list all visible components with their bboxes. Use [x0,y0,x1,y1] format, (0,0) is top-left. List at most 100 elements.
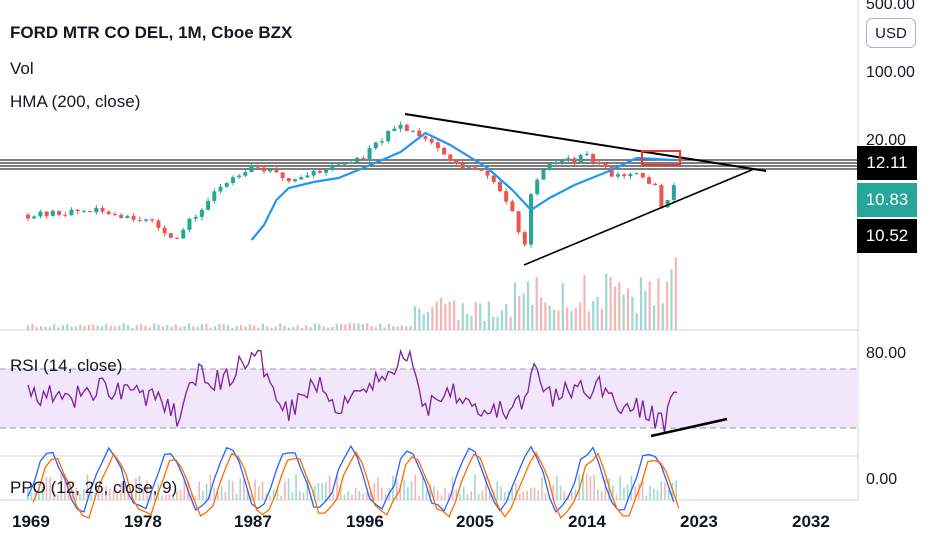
volume-bar [66,324,69,330]
ppo-histogram-bar [630,475,633,500]
ppo-histogram-bar [448,493,450,500]
candle [75,209,80,212]
ppo-histogram-bar [477,493,480,500]
year-label-1969: 1969 [12,512,50,531]
ppo-histogram-bar [336,474,338,500]
volume-bar [396,326,399,330]
ppo-histogram-bar [164,495,167,500]
ppo-histogram-bar [641,478,644,500]
volume-bar [292,326,295,330]
volume-bar [79,324,82,330]
ppo-histogram-bar [64,474,66,500]
ppo-histogram-bar [675,480,677,500]
volume-bar [196,326,199,330]
volume-bar [279,323,282,330]
trendline-apex [753,168,767,172]
candle [622,174,627,177]
candle [57,210,62,215]
price-label-100: 100.00 [866,64,915,81]
currency-button[interactable]: USD [866,18,916,48]
volume-bar [513,282,517,330]
volume-bar [187,323,191,330]
ppo-histogram-bar [433,486,435,500]
ppo-histogram-bar [470,491,472,500]
candle [44,211,49,216]
candle [162,227,167,234]
ppo-histogram-bar [339,484,342,500]
volume-bar [35,327,38,330]
candle [336,164,341,166]
ppo-histogram-bar [209,474,212,500]
ppo-histogram-bar [343,494,346,500]
ppo-histogram-bar [496,481,499,500]
volume-bar [392,326,395,330]
candle [69,209,74,216]
ppo-histogram-bar [112,490,115,500]
volume-bar [552,309,556,330]
volume-bar [296,325,299,330]
volume-bar [53,324,56,330]
ppo-histogram-bar [541,477,543,500]
candle [249,165,254,173]
ppo-histogram-bar [284,481,286,500]
candle [26,214,30,219]
volume-bar [500,310,504,330]
candle [454,160,459,164]
ppo-histogram-bar [60,474,63,500]
candle [143,219,148,221]
candle [112,214,117,216]
volume-bar [157,324,160,330]
upper-trendline [404,113,767,172]
ppo-histogram-bar [369,491,372,500]
candle [560,160,565,163]
volume-bar [652,305,656,330]
ppo-histogram-bar [217,493,219,500]
ppo-histogram-bar [71,491,74,500]
vol-legend: Vol [10,59,34,78]
ppo-histogram-bar [116,492,119,500]
ppo-histogram-bar [664,482,666,500]
candle [491,175,496,182]
volume-bar [361,323,364,330]
volume-bar [322,326,325,330]
candle [94,207,99,213]
candle [261,167,266,172]
ppo-histogram-bar [41,486,44,500]
ppo-histogram-bar [660,481,663,500]
ppo-histogram-bar [597,489,599,500]
volume-bar [539,297,543,330]
candle [615,174,620,177]
candle [392,128,397,131]
candle [206,200,211,210]
candle [88,211,93,213]
price-tag-10-83: 10.83 [857,183,917,217]
ppo-histogram-bar [589,476,592,500]
candle [591,153,596,162]
volume-bar [453,300,456,330]
volume-bar [557,310,560,330]
ppo-histogram-bar [384,493,387,500]
candle [442,148,447,155]
candle [212,191,217,201]
volume-bar [266,326,269,330]
candle [38,211,43,217]
volume-bar [348,323,351,330]
ppo-histogram-bar [526,490,528,500]
ppo-histogram-bar [254,479,256,500]
volume-bar [600,308,604,330]
volume-bar [339,323,343,330]
candle [168,233,173,238]
volume-bar [479,303,482,330]
highlight-box [641,150,681,166]
ppo-histogram-bar [45,477,48,500]
volume-bar [135,325,138,330]
volume-bar [496,317,499,330]
ppo-histogram-bar [425,490,428,500]
ppo-histogram-bar [623,487,625,500]
volume-bar [48,327,51,330]
candle [597,161,602,164]
volume-bar [205,323,208,330]
volume-bar [87,324,91,330]
ppo-histogram-bar [459,494,461,500]
